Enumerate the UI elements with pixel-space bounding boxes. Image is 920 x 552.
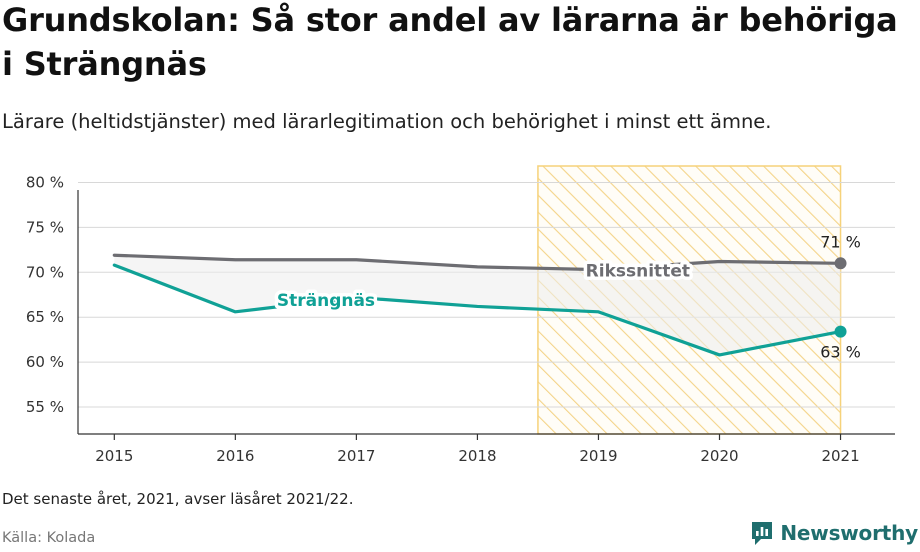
y-tick-label: 75 % bbox=[26, 218, 64, 236]
x-tick-label: 2016 bbox=[216, 447, 254, 465]
series-line-rikssnittet bbox=[112, 253, 843, 272]
series-label-rikssnittet: Rikssnittet bbox=[586, 262, 690, 282]
y-tick-label: 80 % bbox=[26, 173, 64, 191]
x-tick-label: 2018 bbox=[458, 447, 496, 465]
x-tick-label: 2015 bbox=[95, 447, 133, 465]
y-tick-label: 65 % bbox=[26, 308, 64, 326]
line-chart: 55 % 60 % 65 % 70 % 75 % 80 % 2015 2016 2017 2018… bbox=[26, 165, 895, 465]
x-tick-label: 2017 bbox=[337, 447, 375, 465]
source-note: Källa: Kolada bbox=[2, 530, 96, 546]
brand-logo: Newsworthy bbox=[750, 520, 918, 546]
newsworthy-logo-icon bbox=[752, 522, 773, 545]
y-tick-label: 70 % bbox=[26, 263, 64, 281]
y-tick-label: 60 % bbox=[26, 353, 64, 371]
x-tick-label: 2019 bbox=[579, 447, 617, 465]
series-line-strangnas bbox=[112, 263, 843, 357]
chart-subtitle: Lärare (heltidstjänster) med lärarlegiti… bbox=[2, 110, 772, 133]
brand-name: Newsworthy bbox=[780, 521, 918, 545]
chart-title: Grundskolan: Så stor andel av lärarna är… bbox=[2, 1, 898, 83]
series-label-strangnas: Strängnäs bbox=[277, 291, 375, 311]
footnote: Det senaste året, 2021, avser läsåret 20… bbox=[2, 490, 354, 508]
x-tick-label: 2021 bbox=[821, 447, 859, 465]
y-tick-label: 55 % bbox=[26, 398, 64, 416]
end-value-label: 63 % bbox=[820, 343, 861, 362]
end-value-label: 71 % bbox=[820, 232, 861, 251]
end-point bbox=[834, 257, 847, 270]
x-tick-label: 2020 bbox=[700, 447, 738, 465]
end-point bbox=[834, 325, 847, 338]
